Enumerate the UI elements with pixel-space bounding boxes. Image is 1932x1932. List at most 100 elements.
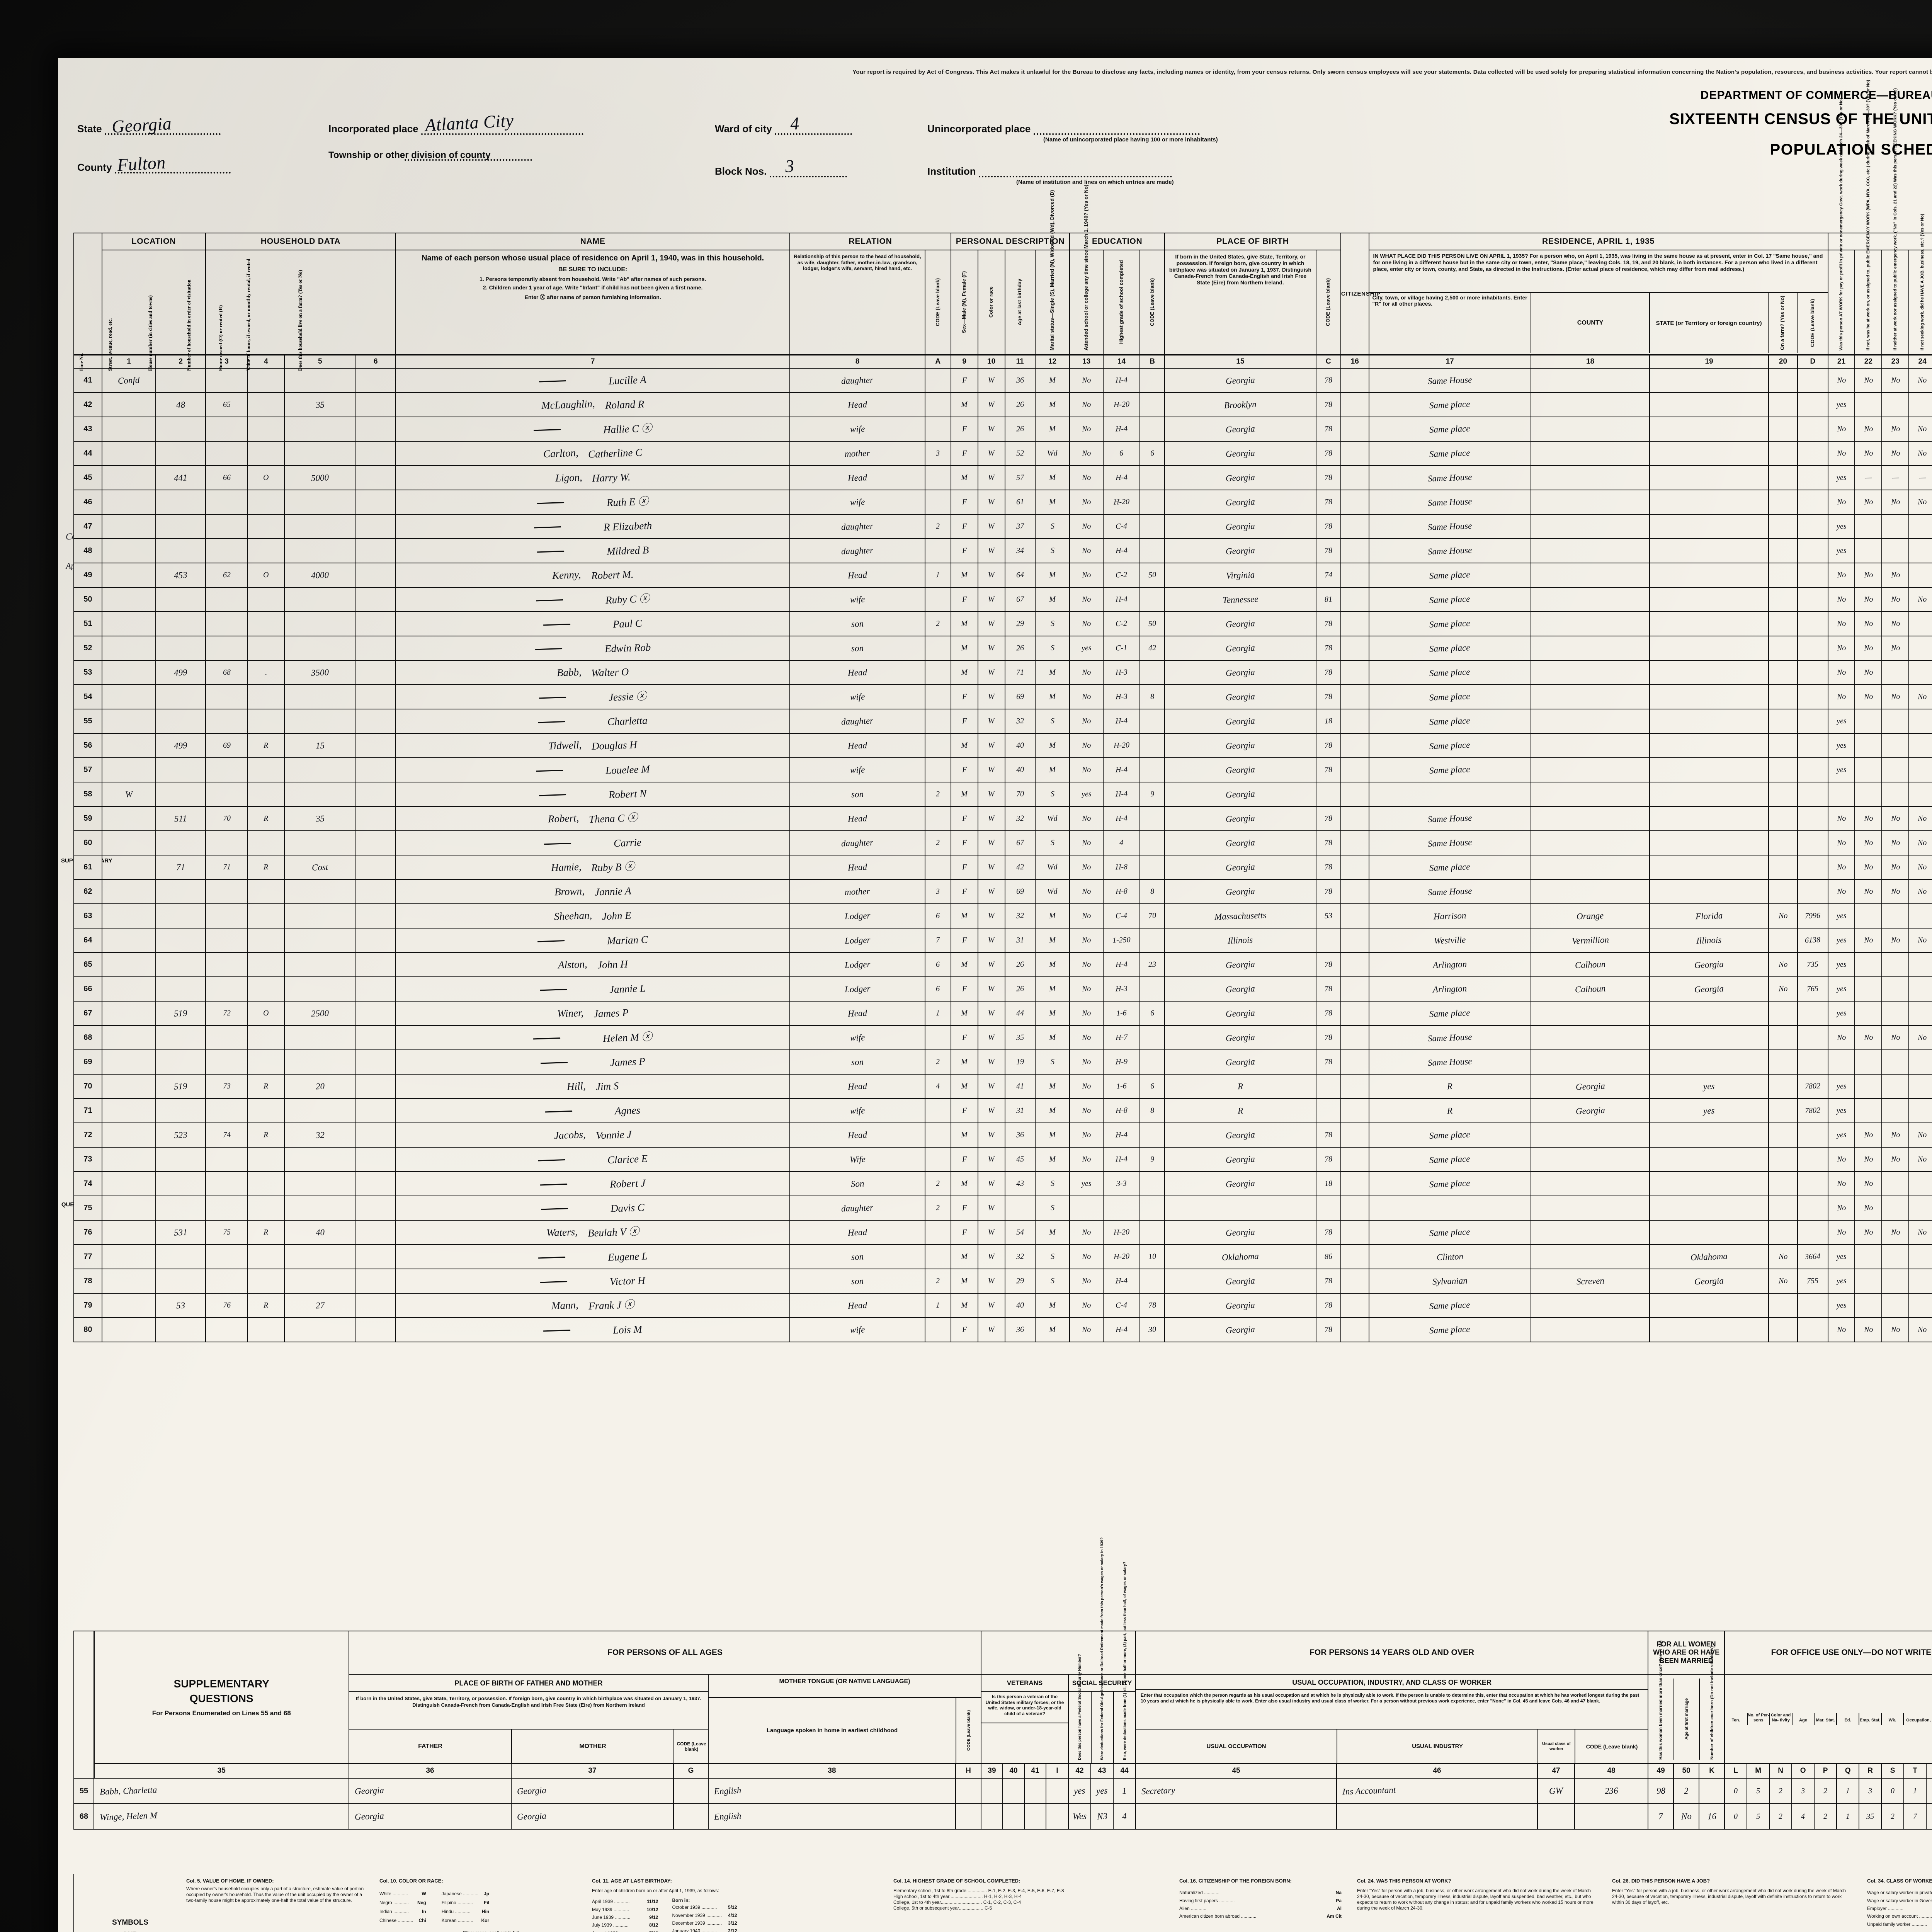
row-cell-own: [247, 1049, 285, 1075]
row-cell-sex: M: [950, 660, 978, 685]
cell-value: son: [851, 1251, 864, 1262]
cell-value: 20: [315, 1081, 325, 1091]
row-cell-farm: [355, 1244, 396, 1269]
row-cell-relation: son: [789, 1269, 925, 1294]
supp-cell-o7: 3: [1859, 1778, 1882, 1804]
cell-value: No: [1891, 595, 1900, 604]
footer-item: Naturalized ............ Na: [1179, 1889, 1342, 1896]
row-cell-own: [247, 514, 285, 539]
cell-value: M: [1049, 935, 1056, 945]
cell-value: 78: [1324, 1033, 1333, 1042]
group-place-of-birth: PLACE OF BIRTH: [1164, 233, 1341, 250]
supp-cell-usual_industry: [1336, 1803, 1538, 1830]
cell-value: Orange: [1577, 910, 1604, 921]
row-cell-birth: Virginia: [1164, 563, 1316, 588]
row-cell-res17: Same place: [1368, 1317, 1531, 1342]
row-cell-relation: Head: [789, 1220, 925, 1245]
cell-value: Same House: [1427, 813, 1472, 824]
group-personal-description: PERSONAL DESCRIPTION: [950, 233, 1070, 250]
cell-value: No: [1891, 692, 1900, 701]
row-cell-codeB: [1139, 465, 1165, 490]
row-cell-sex: F: [950, 709, 978, 734]
row-cell-res19: [1649, 611, 1769, 636]
row-cell-res17: Clinton: [1368, 1244, 1531, 1269]
row-cell-c23: No: [1881, 587, 1910, 612]
row-cell-school: No: [1069, 465, 1104, 490]
row-cell-street: [101, 830, 156, 855]
row-given-name: Lucille A: [608, 374, 647, 387]
ward-field: Ward of city 4: [715, 113, 852, 135]
row-cell-house: 441: [155, 465, 206, 490]
row-cell-codeA: [924, 1147, 951, 1172]
supp-cell-value: 1: [1122, 1786, 1127, 1796]
row-cell-farm: [355, 1049, 396, 1075]
row-cell-codeA: [924, 490, 951, 515]
colnum-C: C: [1315, 355, 1341, 369]
row-cell-relation: daughter: [789, 830, 925, 855]
suppnum-40: 40: [1002, 1763, 1025, 1779]
cell-value: 2: [935, 838, 940, 847]
supp-cell-age_marriage: 2: [1673, 1778, 1700, 1804]
cell-value: Same place: [1429, 861, 1471, 873]
row-cell-codeB: [1139, 976, 1165, 1002]
row-cell-res17: Arlington: [1368, 976, 1531, 1002]
cell-value: 78: [1324, 1276, 1333, 1286]
supp-cell-ss1: yes: [1068, 1778, 1091, 1804]
row-cell-grade: H-20: [1102, 733, 1140, 758]
row-cell-c21: No: [1827, 855, 1855, 880]
row-cell-c22: [1854, 1049, 1883, 1075]
cell-value: No: [1891, 1155, 1900, 1164]
cell-value: M: [1049, 400, 1056, 409]
supp-birth-instr: If born in the United States, give State…: [355, 1696, 702, 1708]
cell-value: Georgia: [1225, 813, 1255, 824]
cell-value: F: [962, 935, 967, 945]
supp-cell-value: 0: [1733, 1786, 1738, 1795]
row-cell-grade: 1-250: [1102, 928, 1140, 953]
row-cell-res20: [1768, 1220, 1798, 1245]
cell-value: Georgia: [1225, 1129, 1255, 1140]
row-cell-c21: yes: [1827, 1244, 1855, 1269]
row-cell-res18: [1530, 465, 1650, 490]
cell-value: Georgia: [1225, 375, 1255, 386]
cell-value: 78: [1324, 984, 1333, 993]
row-cell-codeB: [1139, 855, 1165, 880]
footer-date-label: June 1939 ............: [592, 1915, 631, 1920]
row-cell-res19: [1649, 1147, 1769, 1172]
cell-value: M: [961, 1130, 968, 1139]
footer-item: Wage or salary worker in private work ..…: [1867, 1889, 1932, 1896]
row-cell-grade: H-4: [1102, 1317, 1140, 1342]
row-name-cell: Hallie C ⓧ: [395, 417, 791, 442]
cell-value: S: [1050, 1252, 1054, 1261]
cell-value: Arlington: [1432, 983, 1467, 995]
row-cell-race: W: [977, 1244, 1005, 1269]
row-cell-relation: wife: [789, 587, 925, 612]
row-cell-codeA: 2: [924, 1269, 951, 1294]
row-cell-marital: M: [1034, 1122, 1070, 1148]
row-cell-codeD: [1797, 830, 1828, 855]
cell-value: W: [988, 862, 995, 872]
row-cell-school: yes: [1069, 636, 1104, 661]
supp-father-label: FATHER: [349, 1729, 512, 1763]
suppnum-49: 50: [1673, 1763, 1700, 1779]
cell-value: Georgia: [1225, 716, 1255, 726]
cell-value: Georgia: [1694, 959, 1724, 970]
row-cell-farm: [355, 1098, 396, 1123]
row-cell-street: [101, 928, 156, 953]
row-name-cell: Winer, James P: [395, 1001, 791, 1026]
cell-value: 6: [1150, 449, 1155, 458]
suppnum-lang: 38: [708, 1763, 956, 1779]
row-name-cell: Carlton, Catherline C: [395, 441, 791, 466]
department-line: DEPARTMENT OF COMMERCE—BUREAU OF THE CEN…: [1700, 89, 1932, 102]
cell-value: Georgia: [1225, 423, 1255, 434]
row-surname: [541, 1202, 572, 1214]
cell-value: F: [962, 1155, 967, 1164]
row-line-number: 47: [73, 514, 102, 539]
supp-cell-value: 0: [1890, 1786, 1895, 1795]
cell-value: Lodger: [844, 983, 871, 994]
row-cell-c23: [1881, 1293, 1910, 1318]
row-cell-sex: M: [950, 903, 978, 929]
row-cell-hh: [205, 611, 248, 636]
row-cell-citizen: [1340, 879, 1369, 904]
footer-date-label: October 1939 ............: [672, 1905, 717, 1910]
